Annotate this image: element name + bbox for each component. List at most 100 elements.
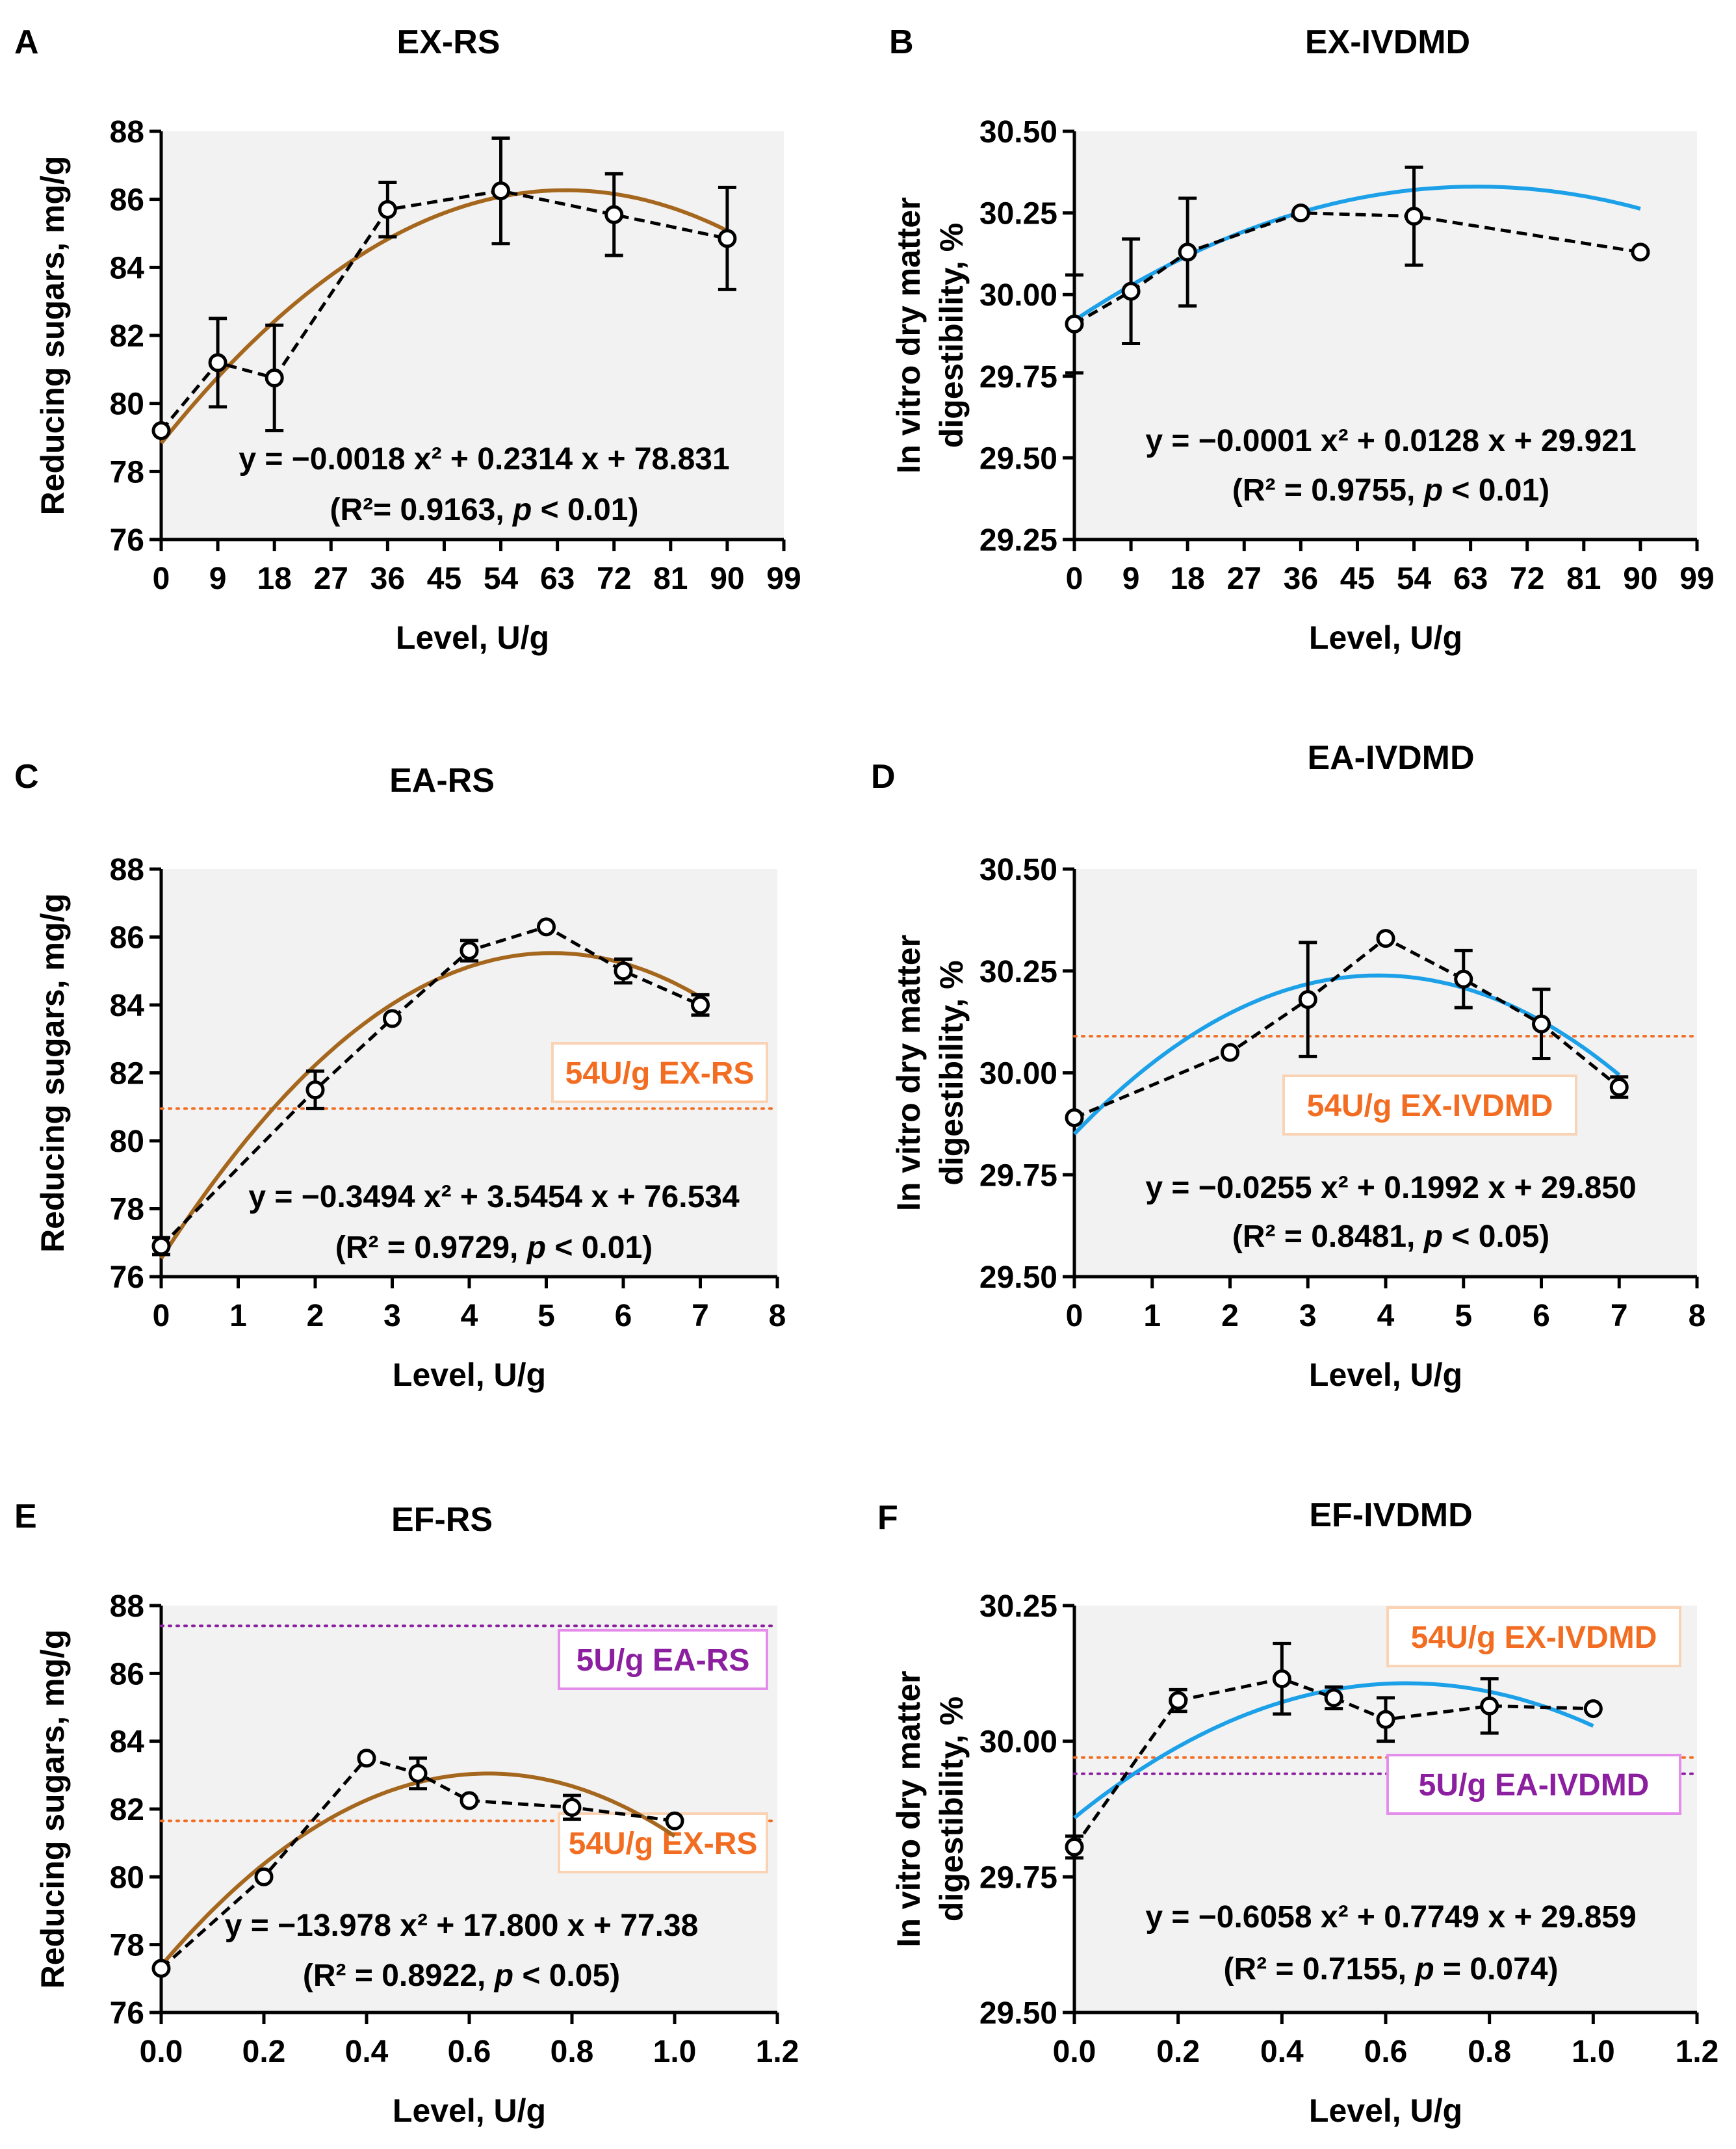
fit-equation: y = −0.0001 x² + 0.0128 x + 29.921 bbox=[1145, 424, 1636, 458]
y-tick-label: 82 bbox=[110, 1057, 144, 1091]
y-tick-label: 30.00 bbox=[979, 1725, 1057, 1760]
data-point bbox=[357, 1749, 376, 1768]
x-tick-label: 1 bbox=[1143, 1299, 1161, 1333]
x-tick-label: 4 bbox=[461, 1299, 478, 1333]
fit-statistics: (R² = 0.7155, p = 0.074) bbox=[1224, 1952, 1559, 1986]
x-tick-label: 36 bbox=[1284, 562, 1318, 596]
x-tick-label: 18 bbox=[257, 562, 291, 596]
data-point bbox=[491, 181, 511, 201]
data-point bbox=[151, 421, 171, 441]
data-point bbox=[208, 353, 227, 372]
x-tick-label: 90 bbox=[1623, 562, 1657, 596]
reference-label: 54U/g EX-IVDMD bbox=[1307, 1089, 1553, 1123]
x-axis-label: Level, U/g bbox=[1309, 619, 1462, 656]
y-axis-label: Reducing sugars, mg/g bbox=[34, 1630, 71, 1989]
data-point bbox=[460, 941, 479, 960]
x-tick-label: 54 bbox=[484, 562, 519, 596]
x-tick-label: 0 bbox=[1066, 562, 1083, 596]
x-tick-label: 81 bbox=[1566, 562, 1601, 596]
fit-curve bbox=[1072, 973, 1621, 1136]
data-point bbox=[265, 368, 284, 387]
data-point bbox=[1291, 203, 1310, 223]
fit-statistics: (R² = 0.8922, p < 0.05) bbox=[303, 1959, 620, 1993]
data-point bbox=[1405, 207, 1424, 226]
x-tick-label: 90 bbox=[710, 562, 744, 596]
y-tick-label: 86 bbox=[110, 183, 144, 218]
data-point bbox=[1324, 1688, 1343, 1708]
data-point bbox=[1178, 242, 1197, 262]
y-tick-label: 29.25 bbox=[979, 523, 1057, 558]
x-tick-label: 99 bbox=[1679, 562, 1714, 596]
x-tick-label: 99 bbox=[766, 562, 801, 596]
reference-label-box bbox=[558, 1812, 768, 1873]
data-point bbox=[665, 1811, 684, 1830]
x-tick-label: 1 bbox=[229, 1299, 247, 1333]
y-tick-label: 29.50 bbox=[979, 1260, 1057, 1295]
reference-label: 5U/g EA-RS bbox=[577, 1643, 750, 1678]
x-axis-label: Level, U/g bbox=[1309, 2092, 1462, 2129]
reference-label: 54U/g EX-RS bbox=[569, 1827, 758, 1861]
chart-title: EX-IVDMD bbox=[1305, 23, 1470, 61]
y-tick-label: 88 bbox=[110, 115, 144, 150]
data-point bbox=[1065, 314, 1084, 333]
y-tick-label: 29.50 bbox=[979, 441, 1057, 476]
x-tick-label: 63 bbox=[540, 562, 575, 596]
x-tick-label: 63 bbox=[1453, 562, 1488, 596]
x-tick-label: 2 bbox=[307, 1299, 324, 1333]
data-point bbox=[254, 1867, 274, 1886]
x-tick-label: 0.2 bbox=[1156, 2035, 1200, 2069]
y-tick-label: 88 bbox=[110, 853, 144, 887]
panel-letter: C bbox=[14, 758, 39, 796]
x-tick-label: 1.2 bbox=[756, 2035, 799, 2069]
data-point bbox=[1298, 990, 1317, 1009]
x-tick-label: 5 bbox=[1455, 1299, 1472, 1333]
data-point bbox=[305, 1080, 325, 1100]
chart-title: EA-IVDMD bbox=[1307, 739, 1474, 777]
reference-label: 54U/g EX-RS bbox=[565, 1056, 755, 1091]
data-point bbox=[151, 1959, 171, 1978]
data-point bbox=[1221, 1043, 1239, 1062]
panel-letter: A bbox=[14, 23, 39, 61]
y-axis-label-line1: In vitro dry matter bbox=[890, 197, 927, 473]
data-point bbox=[151, 1236, 171, 1256]
y-tick-label: 84 bbox=[110, 1725, 145, 1760]
x-tick-label: 9 bbox=[209, 562, 227, 596]
fit-curve bbox=[159, 188, 729, 445]
y-axis-label: Reducing sugars, mg/g bbox=[34, 893, 71, 1253]
panel-letter: F bbox=[877, 1499, 898, 1537]
y-tick-label: 86 bbox=[110, 1657, 144, 1691]
x-tick-label: 6 bbox=[1533, 1299, 1550, 1333]
reference-label-box bbox=[1282, 1074, 1577, 1136]
data-point bbox=[1169, 1691, 1188, 1710]
x-tick-label: 72 bbox=[1510, 562, 1544, 596]
y-tick-label: 29.75 bbox=[979, 1158, 1057, 1193]
x-tick-label: 72 bbox=[597, 562, 631, 596]
x-axis-label: Level, U/g bbox=[393, 2092, 546, 2129]
data-point bbox=[408, 1764, 428, 1783]
x-axis-label: Level, U/g bbox=[393, 1357, 546, 1393]
x-tick-label: 0.0 bbox=[1053, 2035, 1096, 2069]
y-tick-label: 80 bbox=[110, 1860, 144, 1895]
x-tick-label: 6 bbox=[615, 1299, 632, 1333]
x-tick-label: 27 bbox=[314, 562, 348, 596]
x-tick-label: 0.6 bbox=[1364, 2035, 1408, 2069]
data-series-line bbox=[1073, 211, 1641, 326]
x-tick-label: 0.8 bbox=[1468, 2035, 1511, 2069]
x-tick-label: 18 bbox=[1170, 562, 1204, 596]
y-tick-label: 76 bbox=[110, 1996, 144, 2031]
y-tick-label: 29.75 bbox=[979, 1860, 1057, 1895]
y-tick-label: 30.25 bbox=[979, 197, 1057, 231]
x-tick-label: 8 bbox=[1689, 1299, 1706, 1333]
data-point bbox=[1121, 281, 1141, 301]
x-tick-label: 3 bbox=[383, 1299, 401, 1333]
x-tick-label: 5 bbox=[538, 1299, 555, 1333]
y-tick-label: 76 bbox=[110, 523, 144, 558]
fit-statistics: (R² = 0.9729, p < 0.01) bbox=[335, 1231, 653, 1265]
fit-statistics: (R² = 0.8481, p < 0.05) bbox=[1232, 1219, 1549, 1254]
x-tick-label: 9 bbox=[1122, 562, 1140, 596]
x-tick-label: 7 bbox=[1611, 1299, 1628, 1333]
data-point bbox=[537, 917, 556, 937]
fit-statistics: (R² = 0.9755, p < 0.01) bbox=[1232, 473, 1549, 508]
chart-title: EX-RS bbox=[397, 23, 500, 61]
